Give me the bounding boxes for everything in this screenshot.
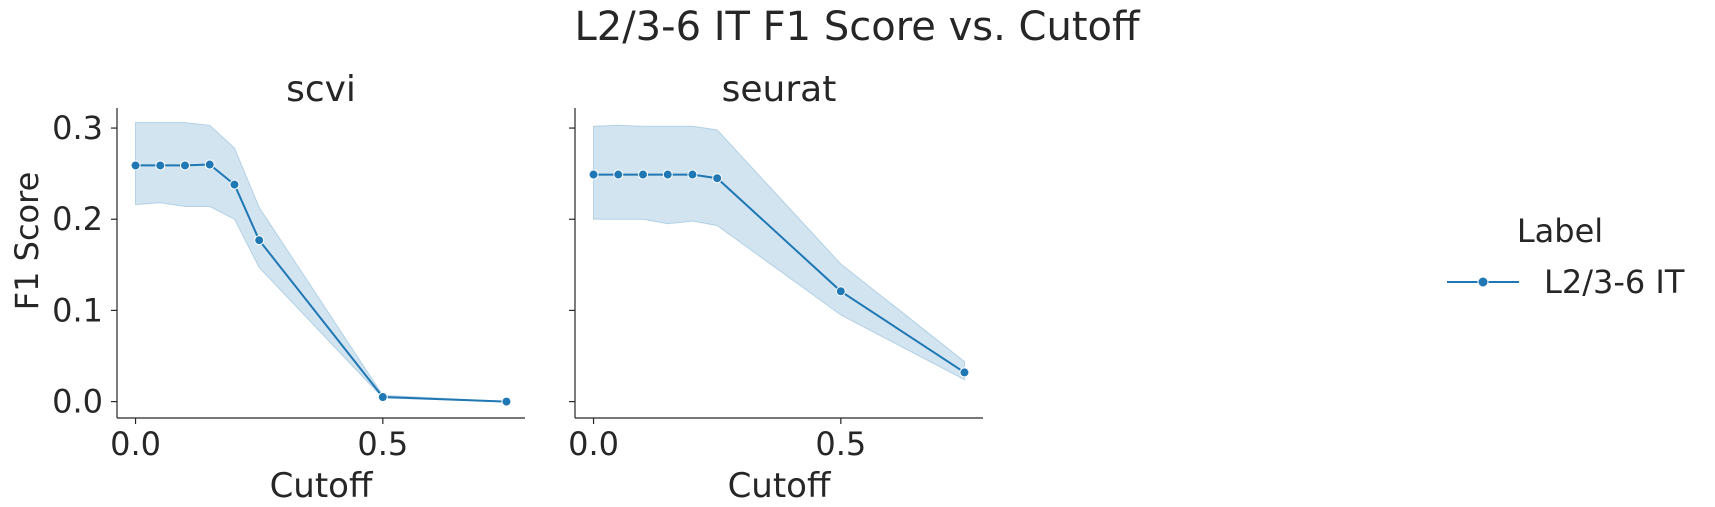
data-point [662, 169, 673, 180]
x-tick-label: 0.0 [110, 425, 161, 463]
data-point [613, 169, 624, 180]
data-point [130, 160, 141, 171]
data-point [638, 169, 648, 180]
data-point [254, 235, 265, 246]
panel-title: scvi [286, 69, 356, 110]
legend-marker-swatch [1477, 276, 1489, 288]
x-axis-label: Cutoff [270, 466, 374, 506]
data-point [377, 392, 388, 403]
data-point [588, 169, 599, 180]
y-tick-label: 0.0 [52, 383, 103, 421]
y-tick-label: 0.3 [52, 109, 103, 147]
data-point [204, 159, 215, 170]
x-tick-label: 0.0 [568, 425, 619, 463]
y-axis-label: F1 Score [8, 172, 46, 311]
x-tick-label: 0.5 [357, 425, 408, 463]
data-point [835, 286, 846, 297]
panel-title: seurat [722, 69, 837, 110]
y-tick-label: 0.1 [52, 291, 103, 329]
confidence-band [593, 124, 965, 381]
data-point [501, 396, 512, 407]
data-point [180, 160, 190, 171]
data-point [229, 179, 240, 190]
data-point [155, 160, 166, 171]
legend-entry-label: L2/3-6 IT [1544, 263, 1685, 301]
legend-entry: L2/3-6 IT [1447, 263, 1685, 301]
legend-title: Label [1517, 212, 1603, 250]
x-tick-label: 0.5 [815, 425, 866, 463]
data-point [959, 367, 970, 378]
data-point [687, 169, 698, 180]
x-axis-label: Cutoff [728, 466, 832, 506]
chart-title: L2/3-6 IT F1 Score vs. Cutoff [574, 4, 1141, 50]
data-point [712, 173, 723, 184]
y-tick-label: 0.2 [52, 200, 103, 238]
